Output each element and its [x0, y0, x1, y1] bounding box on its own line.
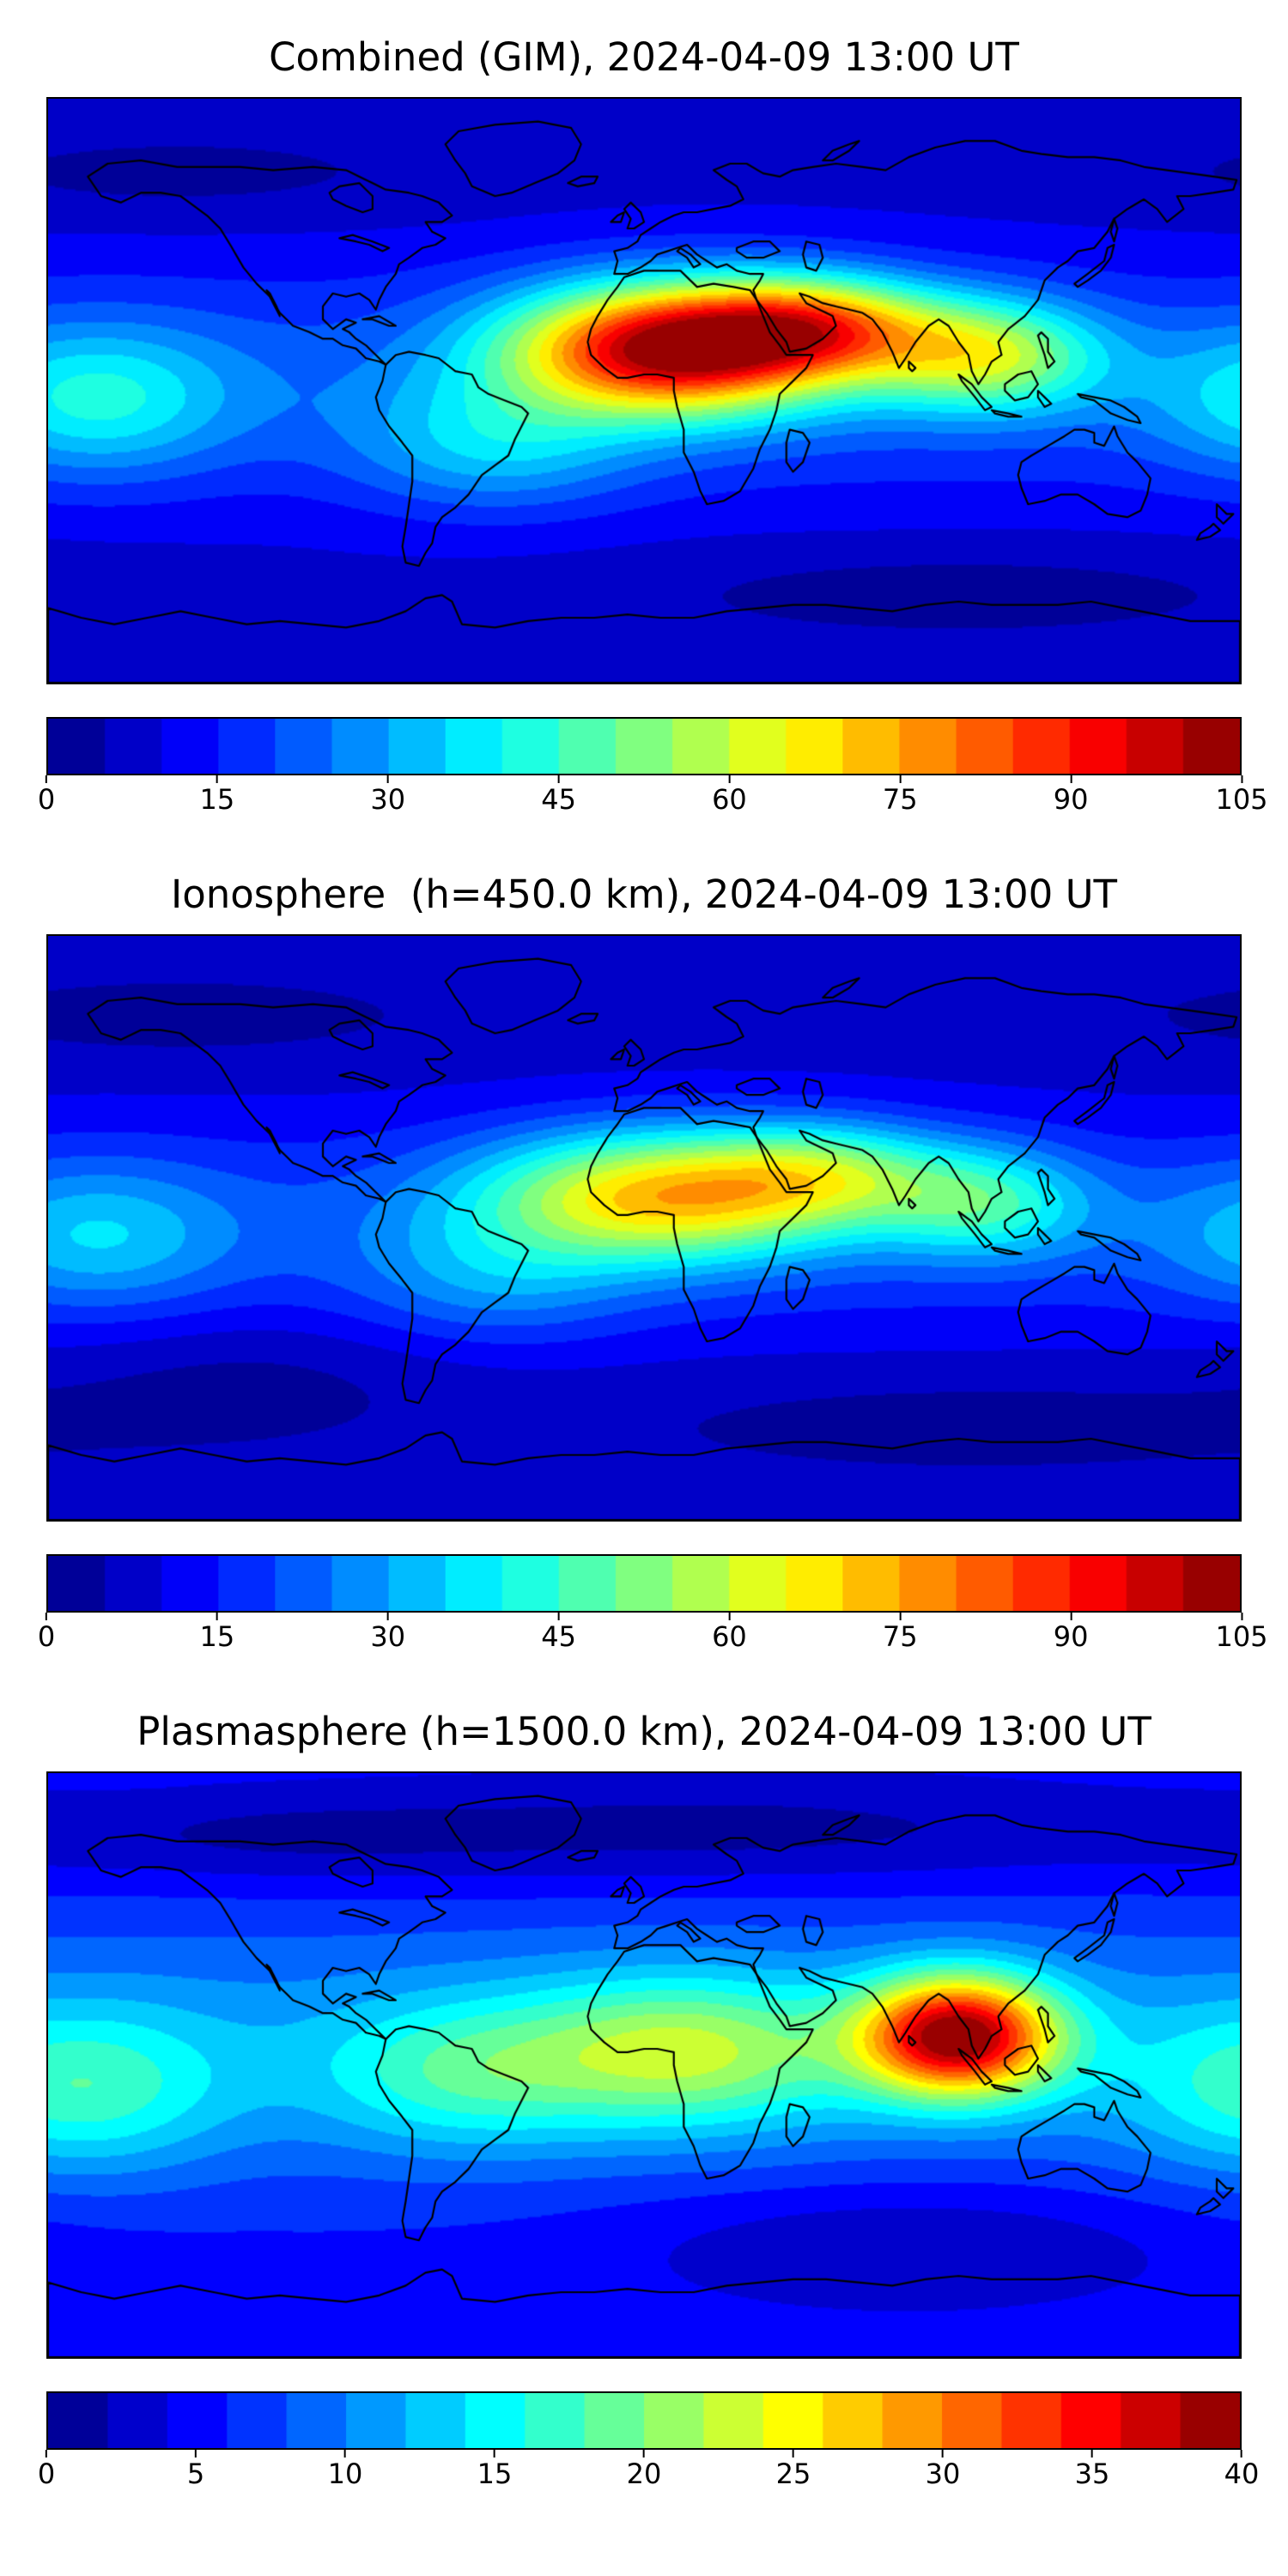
tick-mark — [557, 1613, 560, 1620]
colorbar-tick: 75 — [883, 1613, 918, 1652]
tick-mark — [1240, 775, 1242, 783]
tick-mark — [216, 1613, 218, 1620]
colorbar-tick-labels-combined: 0 15 30 45 60 75 90 105 — [38, 775, 1268, 823]
tick-mark — [1241, 2450, 1242, 2458]
tick-mark — [386, 775, 389, 783]
colorbar-tick: 25 — [776, 2450, 811, 2489]
tick-mark — [899, 775, 902, 783]
colorbar-tick-labels-plasmasphere: 0 5 10 15 20 25 30 35 40 — [38, 2450, 1259, 2498]
colorbar-tick-label: 10 — [327, 2458, 363, 2490]
tec-map-canvas-plasmasphere — [48, 1773, 1240, 2357]
colorbar-tick: 15 — [199, 1613, 234, 1652]
tick-mark — [1091, 2450, 1093, 2458]
tec-map-canvas-combined — [48, 99, 1240, 683]
colorbar-tick: 30 — [370, 1613, 405, 1652]
colorbar-tick: 60 — [712, 775, 747, 815]
tec-figure: Combined (GIM), 2024-04-09 13:00 UT 0 15 3… — [0, 34, 1288, 2498]
colorbar-tick-label: 30 — [925, 2458, 961, 2490]
colorbar-tick-label: 30 — [370, 1620, 406, 1653]
colorbar-canvas-ionosphere — [48, 1556, 1240, 1611]
colorbar-tick-label: 0 — [37, 1620, 56, 1653]
tick-mark — [557, 775, 560, 783]
colorbar-tick-label: 30 — [370, 783, 406, 816]
tick-mark — [45, 1613, 47, 1620]
colorbar-tick: 5 — [187, 2450, 204, 2489]
map-ionosphere — [46, 934, 1242, 1522]
map-plasmasphere — [46, 1771, 1242, 2359]
tick-mark — [216, 775, 218, 783]
tick-mark — [1240, 1613, 1242, 1620]
chart-title-plasmasphere: Plasmasphere (h=1500.0 km), 2024-04-09 1… — [137, 1709, 1151, 1754]
colorbar-tick-label: 40 — [1224, 2458, 1260, 2490]
colorbar-canvas-combined — [48, 719, 1240, 774]
colorbar-tick-label: 25 — [775, 2458, 811, 2490]
tick-mark — [899, 1613, 902, 1620]
tick-mark — [494, 2450, 495, 2458]
colorbar-tick-label: 0 — [37, 2458, 56, 2490]
colorbar-tick: 0 — [38, 1613, 55, 1652]
tick-mark — [643, 2450, 645, 2458]
panel-combined-gim: Combined (GIM), 2024-04-09 13:00 UT 0 15 3… — [0, 34, 1288, 823]
tick-mark — [45, 775, 47, 783]
colorbar-tick-label: 105 — [1215, 783, 1268, 816]
colorbar-tick: 35 — [1074, 2450, 1110, 2490]
chart-title-combined: Combined (GIM), 2024-04-09 13:00 UT — [269, 34, 1019, 80]
panel-ionosphere: Ionosphere (h=450.0 km), 2024-04-09 13:0… — [0, 872, 1288, 1661]
tick-mark — [344, 2450, 346, 2458]
panel-plasmasphere: Plasmasphere (h=1500.0 km), 2024-04-09 1… — [0, 1709, 1288, 2498]
tick-mark — [728, 775, 731, 783]
colorbar-tick: 45 — [541, 775, 576, 815]
colorbar-tick-label: 15 — [477, 2458, 513, 2490]
colorbar-tick-label: 35 — [1074, 2458, 1110, 2490]
colorbar-tick-label: 60 — [712, 1620, 747, 1653]
tick-mark — [728, 1613, 731, 1620]
colorbar-combined-gim — [46, 717, 1242, 775]
colorbar-tick-label: 60 — [712, 783, 747, 816]
colorbar-ionosphere — [46, 1554, 1242, 1613]
tick-mark — [1070, 775, 1072, 783]
colorbar-tick: 0 — [38, 775, 55, 815]
colorbar-tick: 90 — [1054, 775, 1089, 815]
chart-title-ionosphere: Ionosphere (h=450.0 km), 2024-04-09 13:0… — [170, 872, 1118, 917]
colorbar-tick: 0 — [38, 2450, 55, 2489]
colorbar-tick: 10 — [327, 2450, 363, 2490]
colorbar-tick-label: 75 — [882, 783, 918, 816]
colorbar-canvas-plasmasphere — [48, 2393, 1240, 2448]
tec-map-canvas-ionosphere — [48, 936, 1240, 1520]
tick-mark — [194, 2450, 197, 2458]
map-combined-gim — [46, 97, 1242, 684]
colorbar-tick-label: 45 — [541, 783, 576, 816]
colorbar-tick-label: 90 — [1053, 1620, 1089, 1653]
colorbar-tick: 60 — [712, 1613, 747, 1652]
colorbar-tick: 15 — [477, 2450, 513, 2490]
colorbar-tick-label: 75 — [882, 1620, 918, 1653]
colorbar-tick: 40 — [1224, 2450, 1260, 2490]
colorbar-plasmasphere — [46, 2391, 1242, 2450]
colorbar-tick: 15 — [199, 775, 234, 815]
tick-mark — [942, 2450, 944, 2458]
colorbar-tick: 30 — [370, 775, 405, 815]
colorbar-tick-label: 90 — [1053, 783, 1089, 816]
colorbar-tick: 90 — [1054, 1613, 1089, 1652]
colorbar-tick-label: 15 — [199, 1620, 235, 1653]
colorbar-tick: 75 — [883, 775, 918, 815]
colorbar-tick-label: 5 — [186, 2458, 205, 2490]
colorbar-tick: 105 — [1215, 1613, 1268, 1653]
tick-mark — [386, 1613, 389, 1620]
colorbar-tick-label: 45 — [541, 1620, 576, 1653]
colorbar-tick-label: 105 — [1215, 1620, 1268, 1653]
colorbar-tick-label: 15 — [199, 783, 235, 816]
tick-mark — [793, 2450, 794, 2458]
colorbar-tick-label: 20 — [626, 2458, 662, 2490]
colorbar-tick-label: 0 — [37, 783, 56, 816]
tick-mark — [1070, 1613, 1072, 1620]
colorbar-tick: 45 — [541, 1613, 576, 1652]
colorbar-tick: 30 — [925, 2450, 961, 2490]
colorbar-tick-labels-ionosphere: 0 15 30 45 60 75 90 105 — [38, 1613, 1268, 1661]
colorbar-tick: 20 — [626, 2450, 662, 2490]
tick-mark — [45, 2450, 47, 2458]
colorbar-tick: 105 — [1215, 775, 1268, 816]
